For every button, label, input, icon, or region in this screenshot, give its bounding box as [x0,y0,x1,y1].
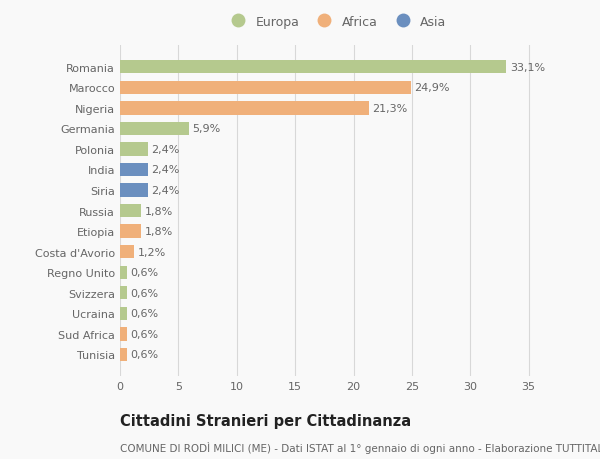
Bar [120,225,141,238]
Text: 0,6%: 0,6% [131,268,158,278]
Text: 1,8%: 1,8% [145,206,173,216]
Text: 33,1%: 33,1% [510,62,545,73]
Bar [120,328,127,341]
Text: Cittadini Stranieri per Cittadinanza: Cittadini Stranieri per Cittadinanza [120,413,411,428]
Text: COMUNE DI RODÌ MILICI (ME) - Dati ISTAT al 1° gennaio di ogni anno - Elaborazion: COMUNE DI RODÌ MILICI (ME) - Dati ISTAT … [120,441,600,453]
Bar [120,307,127,320]
Text: 2,4%: 2,4% [152,165,180,175]
Text: 2,4%: 2,4% [152,185,180,196]
Text: 0,6%: 0,6% [131,329,158,339]
Bar [120,204,141,218]
Text: 24,9%: 24,9% [414,83,450,93]
Bar [120,81,411,95]
Legend: Europa, Africa, Asia: Europa, Africa, Asia [226,16,446,29]
Bar [120,143,148,156]
Text: 0,6%: 0,6% [131,288,158,298]
Text: 0,6%: 0,6% [131,350,158,360]
Bar [120,184,148,197]
Bar [120,348,127,361]
Text: 0,6%: 0,6% [131,309,158,319]
Bar [120,123,189,136]
Bar [120,286,127,300]
Text: 1,8%: 1,8% [145,227,173,237]
Text: 1,2%: 1,2% [137,247,166,257]
Bar [120,102,368,115]
Bar [120,61,506,74]
Text: 2,4%: 2,4% [152,145,180,155]
Bar [120,266,127,280]
Bar [120,163,148,177]
Bar [120,246,134,259]
Text: 21,3%: 21,3% [372,104,407,113]
Text: 5,9%: 5,9% [193,124,221,134]
